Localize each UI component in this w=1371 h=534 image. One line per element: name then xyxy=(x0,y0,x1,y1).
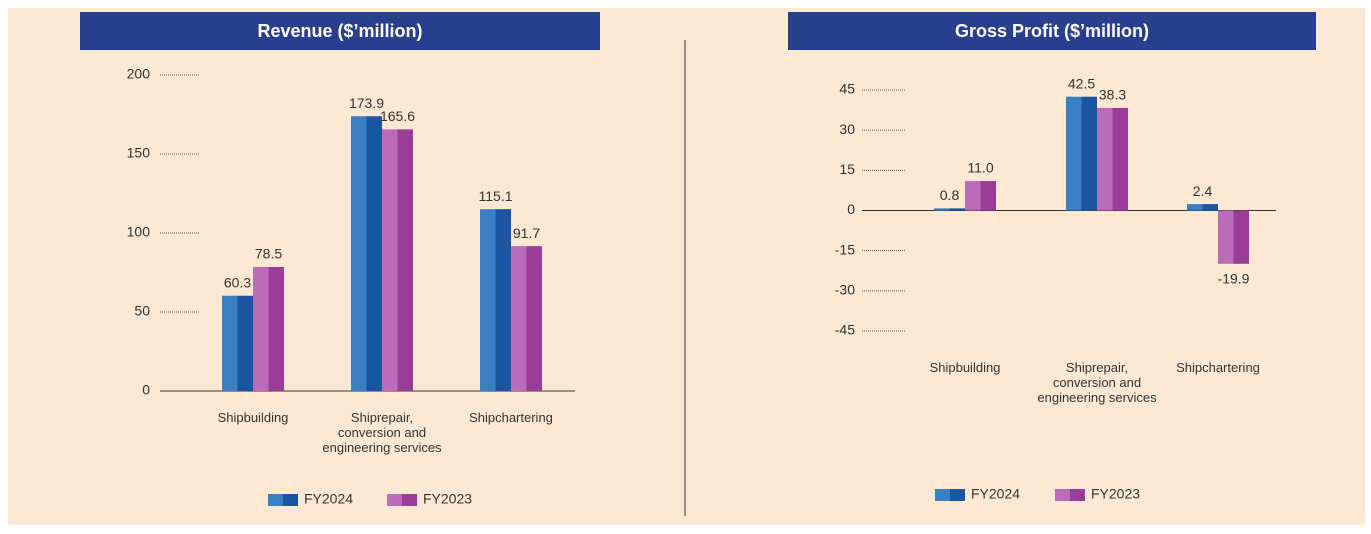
bar xyxy=(1187,204,1218,211)
legend-label: FY2023 xyxy=(1091,486,1140,502)
bar xyxy=(934,208,965,211)
legend-swatch xyxy=(935,489,965,501)
y-tick-label: 0 xyxy=(847,201,855,217)
data-label: 91.7 xyxy=(513,225,540,241)
data-label: 2.4 xyxy=(1193,183,1213,199)
x-tick-label: Shiprepair, conversion and engineering s… xyxy=(322,410,442,455)
legend-label: FY2024 xyxy=(304,491,353,507)
bar xyxy=(1066,96,1097,211)
y-tick-label: 150 xyxy=(127,145,151,161)
legend-swatch xyxy=(1055,489,1085,501)
data-label: 60.3 xyxy=(224,274,251,290)
x-tick-label: Shiprepair, conversion and engineering s… xyxy=(1037,360,1157,405)
y-tick-label: 15 xyxy=(839,161,855,177)
legend-label: FY2023 xyxy=(423,491,472,507)
legend-label: FY2024 xyxy=(971,486,1020,502)
x-tick-label: Shipchartering xyxy=(1176,360,1260,375)
data-label: 173.9 xyxy=(349,95,384,111)
x-tick-label: Shipbuilding xyxy=(217,410,289,425)
data-label: 38.3 xyxy=(1099,87,1126,103)
y-tick-label: -15 xyxy=(835,241,855,257)
data-label: -19.9 xyxy=(1218,270,1250,286)
bar xyxy=(965,181,996,211)
bar xyxy=(480,209,511,391)
bar xyxy=(382,129,413,392)
bar xyxy=(351,116,382,391)
y-tick-label: 100 xyxy=(127,224,151,240)
y-tick-label: -45 xyxy=(835,322,855,338)
data-label: 0.8 xyxy=(940,187,960,203)
x-tick-label: Shipchartering xyxy=(469,410,553,425)
data-label: 165.6 xyxy=(380,108,415,124)
legend-swatch xyxy=(387,494,417,506)
y-tick-label: 45 xyxy=(839,81,855,97)
y-tick-label: 0 xyxy=(142,382,150,398)
data-label: 115.1 xyxy=(479,188,513,204)
chart-title: Revenue ($’million) xyxy=(80,12,600,50)
background xyxy=(8,8,1365,525)
y-tick-label: 50 xyxy=(134,303,150,319)
y-tick-label: 30 xyxy=(839,121,855,137)
chart-title: Gross Profit ($’million) xyxy=(788,12,1316,50)
bar xyxy=(222,295,253,391)
x-tick-label: Shipbuilding xyxy=(929,360,1001,375)
legend-swatch xyxy=(268,494,298,506)
y-tick-label: -30 xyxy=(835,282,855,298)
bar xyxy=(511,246,542,391)
data-label: 42.5 xyxy=(1068,75,1095,91)
data-label: 11.0 xyxy=(967,160,993,176)
bar xyxy=(1218,210,1249,264)
data-label: 78.5 xyxy=(255,246,282,262)
bar xyxy=(1097,107,1128,211)
bar xyxy=(253,266,284,391)
y-tick-label: 200 xyxy=(127,66,151,82)
